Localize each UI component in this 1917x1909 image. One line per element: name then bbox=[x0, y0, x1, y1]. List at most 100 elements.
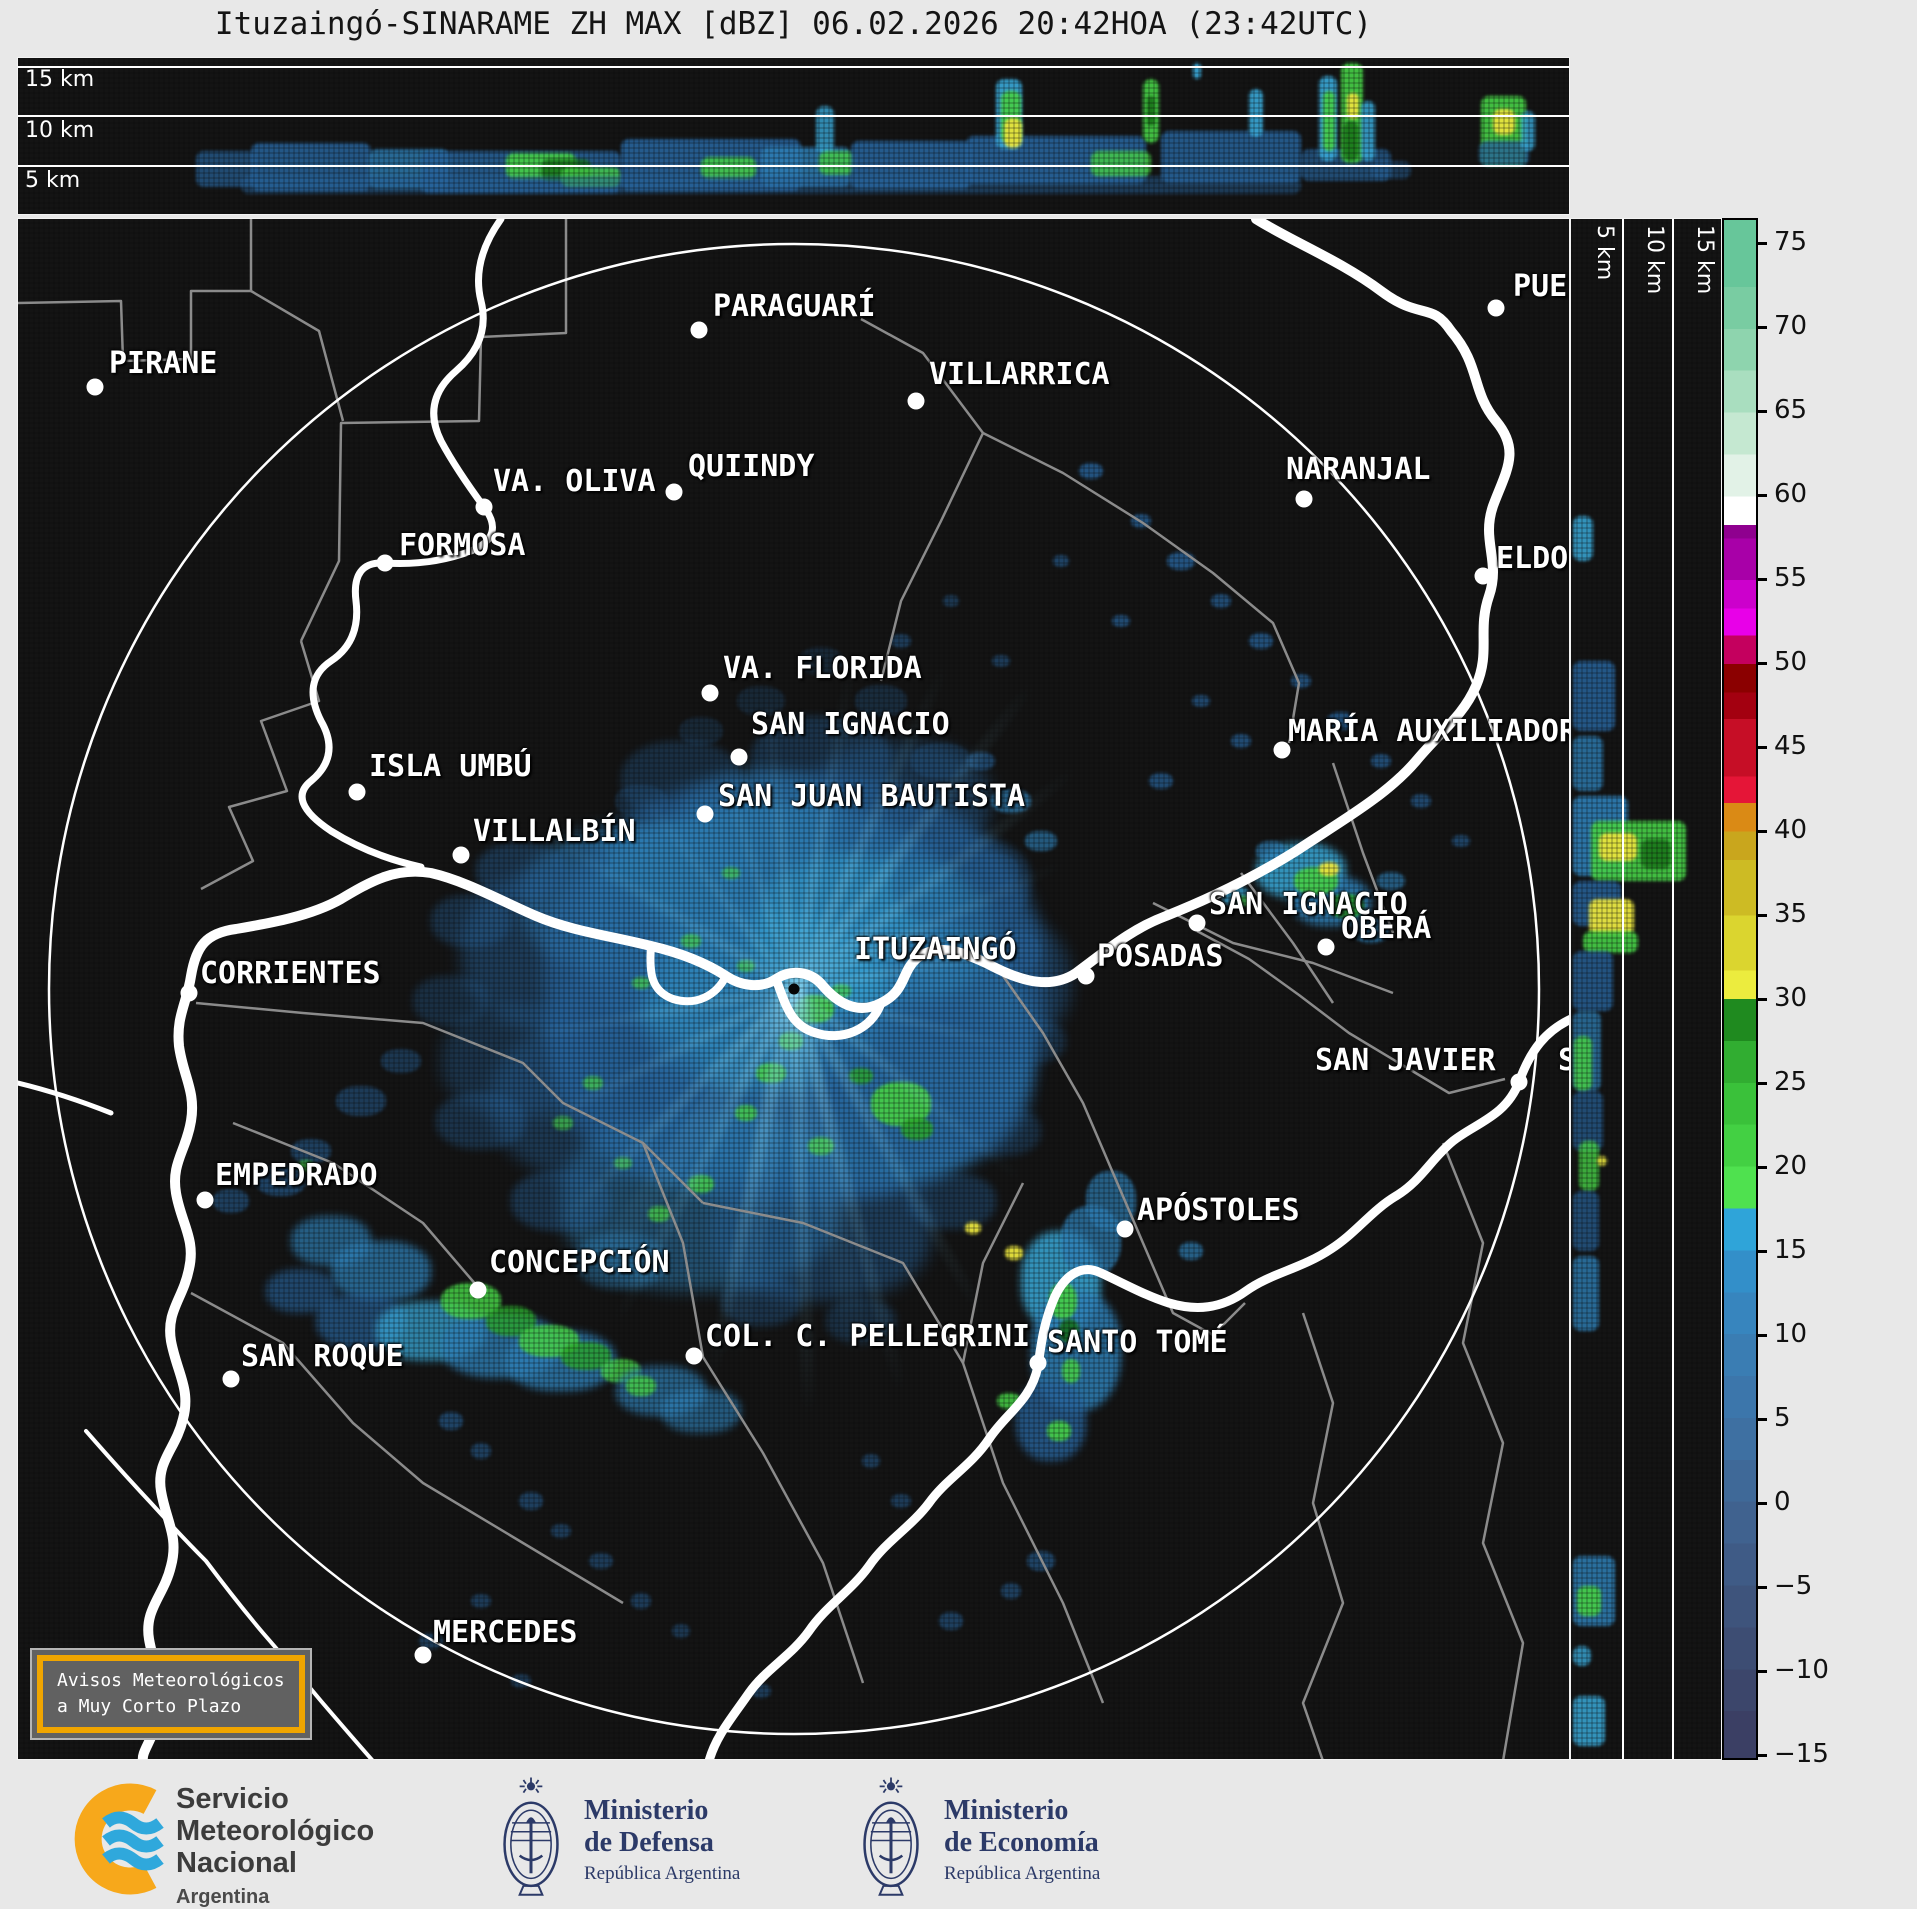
colorbar-tick bbox=[1758, 1082, 1767, 1086]
radar-echo bbox=[794, 995, 834, 1023]
smn-logo-icon bbox=[74, 1783, 164, 1895]
radar-echo bbox=[614, 1157, 632, 1169]
city-label: QUIINDY bbox=[688, 449, 815, 484]
colorbar-tick bbox=[1758, 1753, 1767, 1757]
city-dot bbox=[690, 321, 708, 339]
colorbar-tick-label: −5 bbox=[1774, 1570, 1813, 1601]
radar-echo bbox=[1249, 633, 1273, 649]
city-dot bbox=[685, 1347, 703, 1365]
ministerio-economia-text: Ministerio de Economía República Argenti… bbox=[944, 1795, 1100, 1885]
colorbar-tick-label: 75 bbox=[1774, 226, 1808, 257]
profile-echo bbox=[1147, 96, 1155, 126]
right-profile-height-labels: 5 km 10 km 15 km bbox=[1571, 219, 1721, 1759]
height-label: 10 km bbox=[25, 118, 95, 143]
profile-echo bbox=[1583, 931, 1638, 953]
colorbar-tick-label: 40 bbox=[1774, 814, 1808, 845]
profile-echo bbox=[1004, 118, 1022, 148]
radar-echo bbox=[471, 1443, 491, 1459]
radar-echo bbox=[681, 934, 701, 948]
profile-echo bbox=[1347, 93, 1359, 119]
radar-site-dot bbox=[788, 983, 800, 995]
warning-line-2: a Muy Corto Plazo bbox=[57, 1696, 242, 1717]
profile-echo bbox=[1091, 151, 1151, 177]
colorbar-tick bbox=[1758, 578, 1767, 582]
profile-echo bbox=[1479, 141, 1529, 166]
colorbar-tick-label: 45 bbox=[1774, 730, 1808, 761]
city-dot bbox=[180, 984, 198, 1002]
mirinay-river bbox=[84, 1429, 374, 1759]
economia-line-1: Ministerio bbox=[944, 1795, 1069, 1826]
height-label: 5 km bbox=[1592, 225, 1617, 281]
radar-echo bbox=[589, 1553, 613, 1569]
city-dot bbox=[348, 783, 366, 801]
smn-logo-text: Servicio Meteorológico Nacional Argentin… bbox=[176, 1783, 374, 1909]
radar-echo bbox=[721, 1276, 801, 1326]
city-label: APÓSTOLES bbox=[1137, 1193, 1300, 1228]
city-label: COL. C. PELLEGRINI bbox=[705, 1319, 1031, 1354]
uruguay-river bbox=[704, 1014, 1569, 1759]
radar-echo bbox=[688, 1175, 714, 1193]
colorbar-tick-label: 50 bbox=[1774, 646, 1808, 677]
height-label: 5 km bbox=[25, 168, 81, 193]
smn-line-1: Servicio bbox=[176, 1783, 289, 1815]
city-dot bbox=[1474, 567, 1492, 585]
radar-echo bbox=[891, 634, 911, 648]
profile-echo bbox=[1573, 1256, 1599, 1331]
city-label: OBERÁ bbox=[1341, 911, 1432, 946]
province-borders bbox=[18, 219, 1525, 1759]
smn-line-4: Argentina bbox=[176, 1886, 270, 1908]
city-dot bbox=[1317, 938, 1335, 956]
radar-echo bbox=[811, 741, 991, 861]
radar-echo bbox=[491, 1021, 711, 1181]
radar-echo bbox=[1192, 695, 1210, 707]
city-dot bbox=[1487, 299, 1505, 317]
radar-echo bbox=[621, 741, 741, 821]
city-label: ELDO bbox=[1496, 541, 1569, 576]
radar-echo bbox=[1047, 1421, 1071, 1441]
profile-echo bbox=[1573, 661, 1615, 731]
radar-echo bbox=[1319, 862, 1339, 876]
city-dot bbox=[1510, 1073, 1528, 1091]
footer: Servicio Meteorológico Nacional Argentin… bbox=[0, 1765, 1917, 1909]
city-label: MARÍA AUXILIADOR bbox=[1288, 714, 1570, 749]
radar-echo bbox=[626, 1376, 656, 1396]
profile-echo bbox=[1573, 1696, 1605, 1746]
radar-echo bbox=[1327, 712, 1355, 730]
radar-echo bbox=[1025, 831, 1057, 851]
ituzaingo-loop bbox=[646, 942, 730, 1006]
colorbar-tick bbox=[1758, 914, 1767, 918]
colorbar-tick-label: 15 bbox=[1774, 1234, 1808, 1265]
radar-echo bbox=[553, 844, 609, 878]
city-label: SAN IGNACIO bbox=[751, 707, 950, 742]
warning-box[interactable]: Avisos Meteorológicos a Muy Corto Plazo bbox=[30, 1648, 312, 1740]
radar-echo bbox=[901, 1118, 933, 1140]
radar-echo bbox=[679, 717, 723, 745]
radar-echo bbox=[1062, 1359, 1080, 1383]
colorbar-tick bbox=[1758, 1166, 1767, 1170]
colorbar-tick-label: 60 bbox=[1774, 478, 1808, 509]
defensa-coat-of-arms-icon bbox=[503, 1777, 559, 1896]
city-dot bbox=[665, 483, 683, 501]
city-dot bbox=[701, 684, 719, 702]
city-dot bbox=[907, 392, 925, 410]
river-fragment bbox=[18, 1080, 114, 1116]
city-dot bbox=[1077, 967, 1095, 985]
radar-echo bbox=[911, 743, 971, 779]
colorbar-tick-label: 35 bbox=[1774, 898, 1808, 929]
profile-echo bbox=[1597, 1156, 1607, 1166]
radar-echo bbox=[1211, 594, 1231, 608]
city-label: ITUZAINGÓ bbox=[854, 932, 1017, 967]
radar-echo bbox=[615, 785, 667, 817]
radar-echo bbox=[991, 789, 1031, 813]
profile-echo bbox=[1193, 63, 1201, 79]
radar-echo bbox=[996, 1019, 1066, 1063]
city-dot bbox=[222, 1370, 240, 1388]
profile-echo bbox=[816, 106, 834, 154]
profile-echo bbox=[819, 151, 855, 175]
radar-echo bbox=[735, 1105, 757, 1121]
radar-echo bbox=[439, 1412, 463, 1430]
colorbar-tick-label: 55 bbox=[1774, 562, 1808, 593]
radar-echo bbox=[583, 1076, 603, 1090]
radar-echo bbox=[631, 1593, 651, 1609]
radar-echo bbox=[1353, 919, 1389, 943]
